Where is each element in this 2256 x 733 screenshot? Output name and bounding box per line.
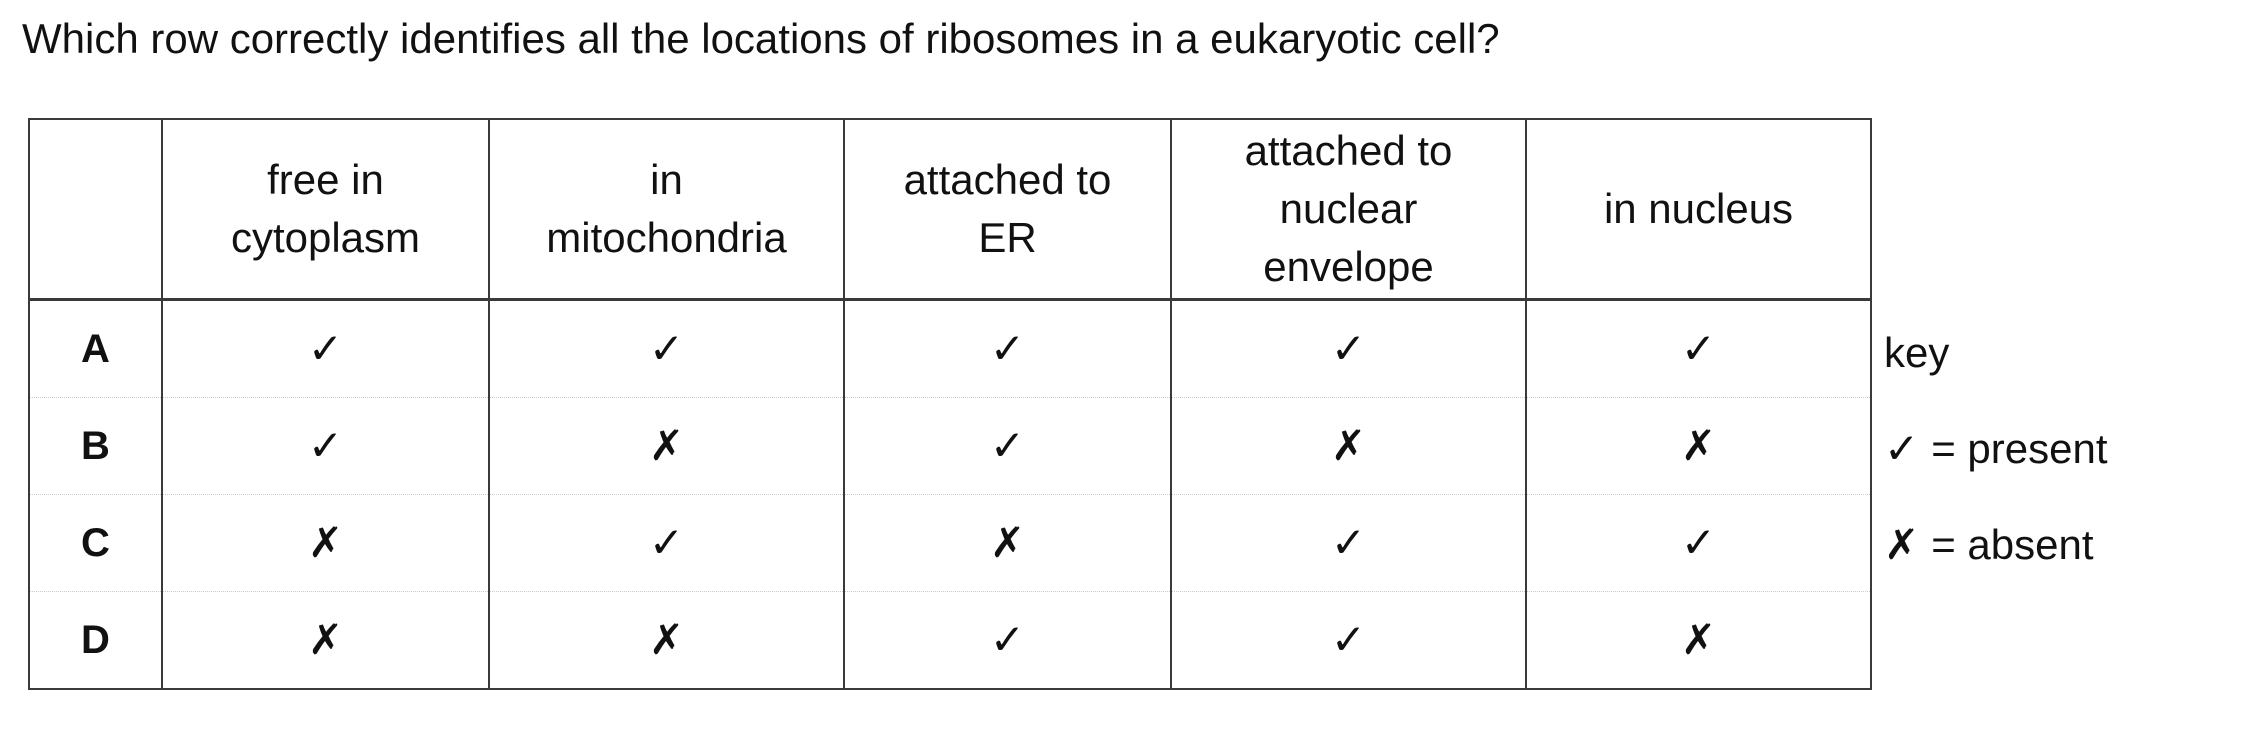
mark-icon: ✓: [1680, 517, 1717, 567]
mark-icon: ✓: [307, 323, 344, 373]
header-attached-to-er: attached to ER: [843, 118, 1172, 301]
header-blank: [28, 118, 163, 301]
mark-icon: ✓: [1330, 517, 1367, 567]
key-absent-row: ✗ = absent: [1884, 520, 2108, 616]
row-label: D: [28, 591, 163, 690]
table-cell: ✓: [1525, 299, 1872, 398]
table-cell: ✓: [161, 397, 490, 495]
mark-icon: ✗: [307, 517, 344, 567]
row-letter-b: B: [81, 424, 110, 468]
table-row: D ✗ ✗ ✓ ✓ ✗: [28, 591, 1872, 690]
table-cell: ✗: [161, 591, 490, 690]
row-label: B: [28, 397, 163, 495]
mark-icon: ✗: [307, 614, 344, 664]
table-cell: ✓: [488, 299, 845, 398]
mark-icon: ✗: [648, 614, 685, 664]
table-cell: ✓: [843, 397, 1172, 495]
table-header-row: free in cytoplasm in mitochondria attach…: [28, 118, 1872, 301]
mark-icon: ✓: [648, 517, 685, 567]
header-attached-to-nuclear-envelope: attached to nuclear envelope: [1170, 118, 1527, 301]
table-cell: ✗: [488, 591, 845, 690]
table-cell: ✗: [1525, 397, 1872, 495]
mark-icon: ✓: [648, 323, 685, 373]
header-free-in-cytoplasm: free in cytoplasm: [161, 118, 490, 301]
table-cell: ✓: [161, 299, 490, 398]
options-table-container: free in cytoplasm in mitochondria attach…: [28, 118, 1872, 690]
mark-icon: ✓: [989, 420, 1026, 470]
mark-icon: ✗: [1680, 420, 1717, 470]
mark-icon: ✓: [1330, 614, 1367, 664]
table-cell: ✗: [161, 494, 490, 592]
table-row: C ✗ ✓ ✗ ✓ ✓: [28, 494, 1872, 592]
table-cell: ✓: [488, 494, 845, 592]
key-legend: key ✓ = present ✗ = absent: [1884, 328, 2108, 616]
mark-icon: ✗: [648, 420, 685, 470]
mark-icon: ✓: [989, 323, 1026, 373]
check-icon: ✓: [1884, 424, 1920, 473]
key-title-row: key: [1884, 328, 2108, 424]
mark-icon: ✗: [1680, 614, 1717, 664]
row-letter-a: A: [81, 327, 110, 371]
table-row: B ✓ ✗ ✓ ✗ ✗: [28, 397, 1872, 495]
header-in-mitochondria: in mitochondria: [488, 118, 845, 301]
table-cell: ✗: [1170, 397, 1527, 495]
cross-icon: ✗: [1884, 520, 1920, 569]
table-cell: ✓: [1170, 591, 1527, 690]
key-present-row: ✓ = present: [1884, 424, 2108, 520]
table-cell: ✓: [843, 299, 1172, 398]
table-cell: ✗: [1525, 591, 1872, 690]
key-title: key: [1884, 329, 1950, 376]
table-row: A ✓ ✓ ✓ ✓ ✓: [28, 299, 1872, 398]
table-cell: ✗: [843, 494, 1172, 592]
mark-icon: ✓: [1330, 323, 1367, 373]
options-table: free in cytoplasm in mitochondria attach…: [28, 118, 1872, 690]
key-present-text: = present: [1931, 425, 2108, 472]
mark-icon: ✓: [1680, 323, 1717, 373]
mark-icon: ✓: [307, 420, 344, 470]
mark-icon: ✗: [1330, 420, 1367, 470]
table-cell: ✓: [1170, 299, 1527, 398]
key-absent-text: = absent: [1931, 521, 2094, 568]
mark-icon: ✓: [989, 614, 1026, 664]
table-cell: ✗: [488, 397, 845, 495]
mark-icon: ✗: [989, 517, 1026, 567]
row-label: A: [28, 299, 163, 398]
table-cell: ✓: [843, 591, 1172, 690]
question-text: Which row correctly identifies all the l…: [22, 15, 1500, 62]
row-label: C: [28, 494, 163, 592]
row-letter-d: D: [81, 618, 110, 662]
row-letter-c: C: [81, 521, 110, 565]
table-cell: ✓: [1170, 494, 1527, 592]
table-cell: ✓: [1525, 494, 1872, 592]
header-in-nucleus: in nucleus: [1525, 118, 1872, 301]
